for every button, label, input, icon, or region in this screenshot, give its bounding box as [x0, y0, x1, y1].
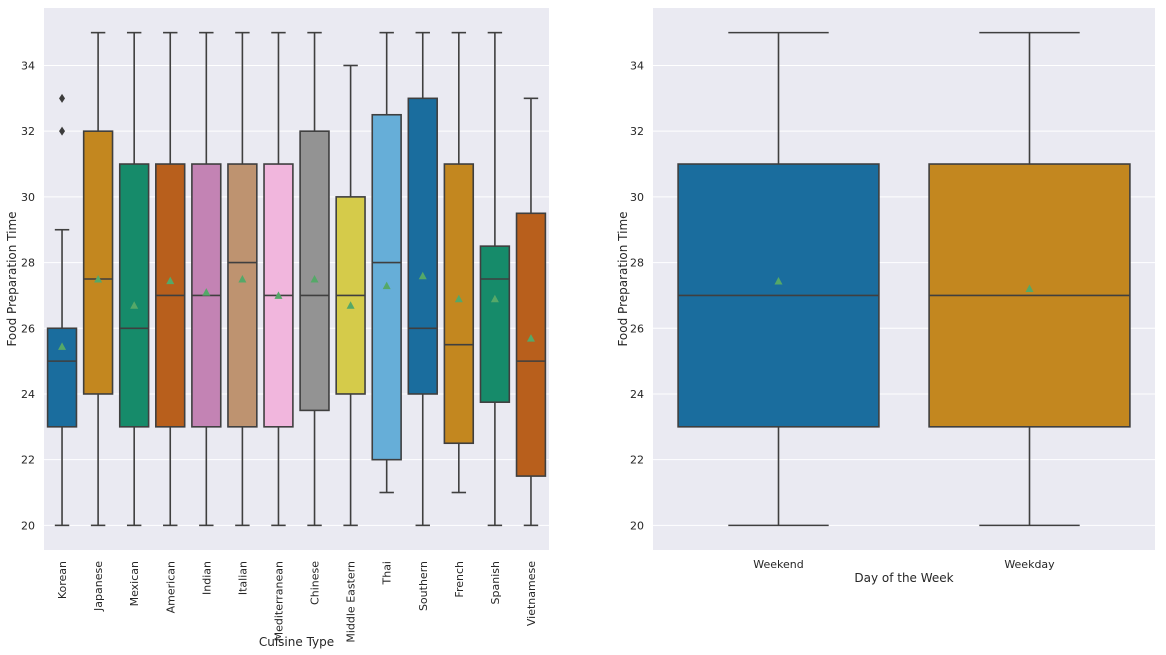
y-axis-label: Food Preparation Time — [616, 211, 630, 346]
mean-marker — [58, 342, 67, 350]
y-tick-label: 30 — [630, 191, 644, 204]
chart-panel-1: 20 22 24 26 28 30 32 34 Korean Japanese Mexican Ame… — [5, 8, 549, 649]
box-indian — [191, 31, 222, 527]
box-vietnamese — [515, 97, 547, 527]
x-tick-label: Southern — [417, 561, 430, 611]
x-tick-label: Weekday — [1004, 558, 1055, 571]
box-japanese — [82, 31, 114, 527]
y-tick-label: 22 — [21, 454, 35, 467]
box-iqr — [299, 130, 330, 412]
y-axis-label: Food Preparation Time — [5, 211, 19, 346]
mean-marker — [490, 294, 499, 303]
box-spanish — [479, 31, 511, 527]
x-tick-label: Mexican — [128, 561, 141, 606]
mean-marker — [418, 271, 427, 280]
outlier-marker — [59, 93, 66, 103]
box-french — [443, 31, 475, 494]
mean-marker — [166, 276, 175, 285]
x-tick-label: Weekend — [753, 558, 803, 571]
box-iqr — [515, 212, 547, 477]
box-korean — [46, 93, 78, 527]
x-tick-label: Middle Eastern — [345, 561, 358, 643]
x-axis-label: Day of the Week — [854, 571, 953, 585]
y-tick-label: 26 — [21, 322, 35, 335]
box-mediterranean — [263, 31, 294, 527]
y-tick-label: 26 — [630, 322, 644, 335]
y-tick-label: 22 — [630, 454, 644, 467]
outlier-marker — [59, 126, 66, 136]
box-thai — [371, 31, 402, 494]
x-tick-label: American — [164, 561, 177, 613]
mean-marker — [274, 291, 283, 299]
mean-marker — [94, 275, 103, 283]
x-tick-label: Indian — [200, 561, 213, 595]
x-tick-label: Mediterranean — [272, 561, 285, 641]
mean-marker — [382, 281, 391, 290]
mean-marker — [238, 275, 247, 283]
mean-marker — [526, 334, 535, 342]
y-tick-label: 20 — [21, 519, 35, 532]
y-tick-label: 32 — [630, 125, 644, 138]
box-italian — [227, 31, 258, 527]
mean-marker — [454, 294, 463, 303]
x-tick-label: Chinese — [309, 561, 322, 605]
x-axis-label: Cuisine Type — [259, 635, 334, 649]
x-tick-label: Spanish — [489, 561, 502, 604]
box-mexican — [118, 31, 150, 527]
y-tick-label: 30 — [21, 191, 35, 204]
y-tick-label: 34 — [630, 59, 644, 72]
mean-marker — [202, 288, 211, 296]
x-tick-label: French — [453, 561, 466, 598]
x-tick-label: Korean — [56, 561, 69, 599]
box-weekend — [677, 31, 880, 527]
y-tick-label: 34 — [21, 59, 35, 72]
box-iqr — [407, 97, 438, 395]
box-iqr — [443, 163, 475, 445]
box-middle-eastern — [335, 64, 366, 527]
box-iqr — [479, 245, 511, 403]
y-tick-label: 28 — [630, 257, 644, 270]
chart-panel-2: 20 22 24 26 28 30 32 34 Weekend Weekday Day of the… — [616, 8, 1155, 585]
y-tick-label: 20 — [630, 519, 644, 532]
box-weekday — [928, 31, 1131, 527]
y-tick-label: 32 — [21, 125, 35, 138]
box-southern — [407, 31, 438, 527]
x-tick-label: Italian — [236, 561, 249, 595]
box-iqr — [82, 130, 114, 395]
box-iqr — [118, 163, 150, 428]
box-american — [155, 31, 186, 527]
x-tick-label: Vietnamese — [525, 561, 538, 626]
y-tick-label: 24 — [21, 388, 35, 401]
box-chinese — [299, 31, 330, 527]
y-tick-label: 24 — [630, 388, 644, 401]
box-iqr — [227, 163, 258, 428]
mean-marker — [346, 301, 355, 309]
mean-marker — [1025, 284, 1034, 293]
mean-marker — [310, 275, 319, 283]
y-tick-label: 28 — [21, 257, 35, 270]
x-tick-label: Japanese — [92, 561, 105, 612]
mean-marker — [130, 301, 139, 309]
x-tick-label: Thai — [381, 561, 394, 586]
mean-marker — [774, 276, 783, 285]
